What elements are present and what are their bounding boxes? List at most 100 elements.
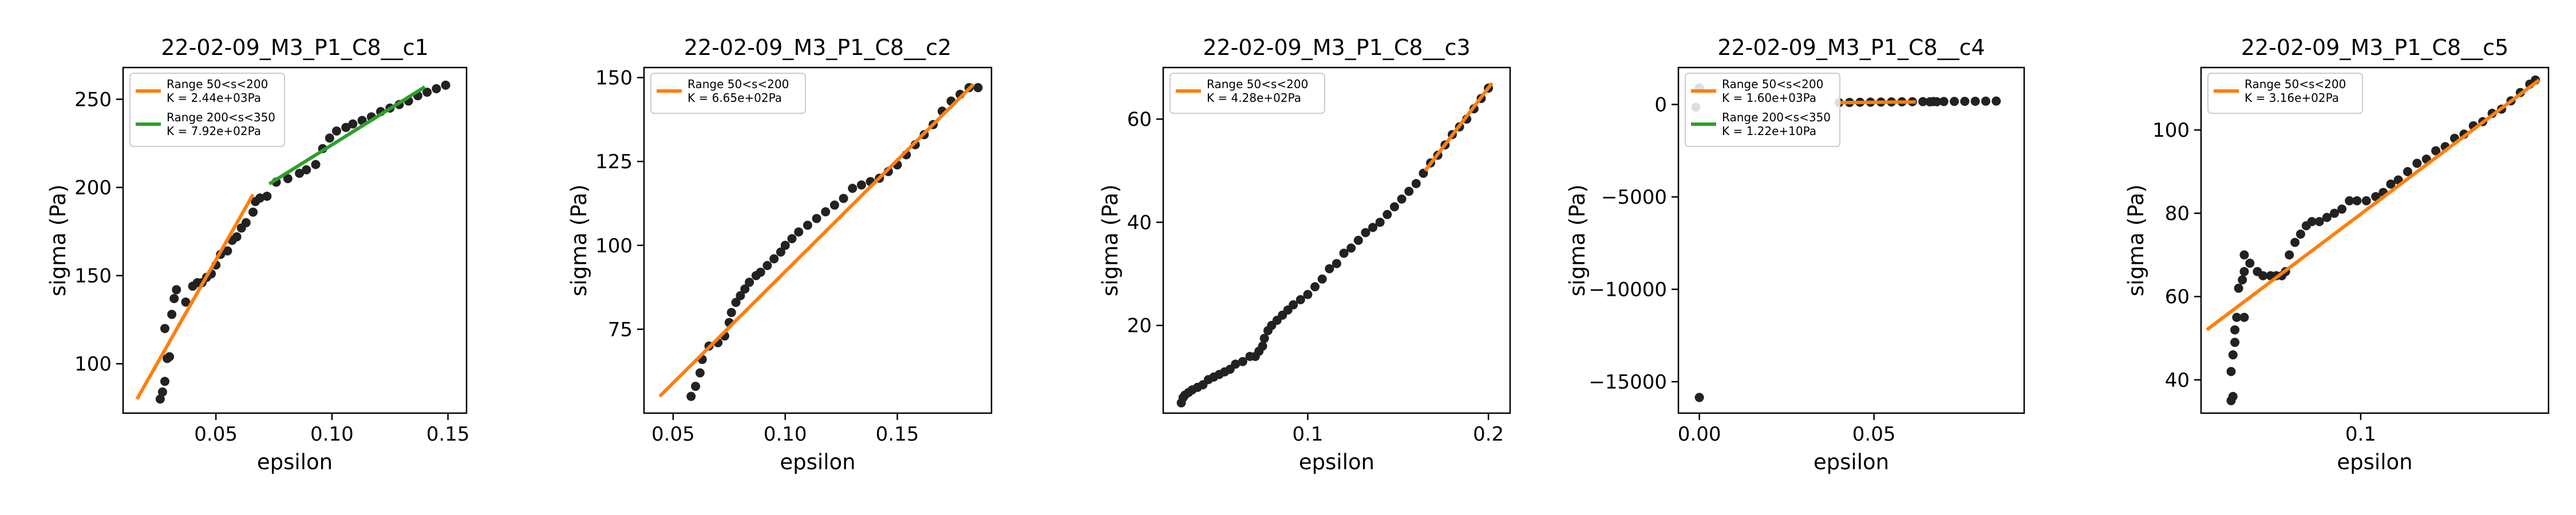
data-point	[1694, 393, 1704, 402]
data-point	[325, 133, 334, 143]
data-point	[1332, 259, 1341, 268]
legend-k-value: K = 1.60e+03Pa	[1722, 91, 1816, 105]
axes-frame	[1162, 66, 1511, 414]
data-point	[2239, 267, 2249, 276]
data-point	[691, 382, 701, 391]
legend-label: Range 50<s<200	[1207, 77, 1308, 91]
data-point	[740, 284, 750, 294]
data-point	[695, 368, 705, 378]
chart-panel-2: 22-02-09_M3_P1_C8__c2 0.05 0.10 0.15 75 100 12…	[567, 35, 993, 474]
legend-box	[129, 73, 285, 147]
data-point	[2361, 196, 2371, 205]
y-axis-label: sigma (Pa)	[2124, 184, 2148, 296]
y-tick-label: 60	[1127, 108, 1152, 131]
legend-label: Range 50<s<200	[688, 77, 789, 91]
y-tick-label: −10000	[1589, 279, 1667, 302]
y-axis-label: sigma (Pa)	[567, 184, 591, 296]
x-axis-label: epsilon	[780, 450, 855, 474]
data-point	[1339, 248, 1349, 258]
data-point	[1960, 97, 1970, 106]
x-tick-label: 0.15	[426, 423, 470, 446]
data-point	[331, 126, 341, 136]
data-point	[1368, 223, 1378, 232]
data-point	[248, 207, 258, 217]
data-point	[157, 387, 167, 397]
axes-frame	[122, 66, 468, 414]
data-point	[1992, 96, 2001, 106]
x-tick-label: 0.15	[876, 423, 919, 446]
data-point	[167, 310, 177, 319]
data-point	[441, 80, 451, 90]
data-point	[172, 285, 181, 295]
data-point	[1346, 243, 1356, 253]
y-tick-label: 40	[2165, 369, 2190, 392]
data-point	[341, 122, 351, 132]
data-point	[2234, 283, 2243, 293]
data-point	[787, 234, 797, 244]
legend-box	[1170, 73, 1325, 114]
data-point	[2258, 271, 2268, 280]
legend-k-value: K = 1.22e+10Pa	[1722, 124, 1816, 138]
legend-k-value: K = 4.28e+02Pa	[1207, 91, 1301, 105]
data-point	[1949, 97, 1959, 106]
legend-label: Range 50<s<200	[1722, 77, 1823, 91]
data-point	[812, 213, 821, 223]
data-point	[1918, 97, 1928, 106]
data-point	[1353, 236, 1363, 245]
data-point	[1317, 274, 1327, 284]
chart-title: 22-02-09_M3_P1_C8__c5	[2241, 35, 2508, 60]
axes-frame	[1677, 66, 2025, 414]
x-tick-label: 0.10	[310, 423, 354, 446]
data-point	[803, 220, 812, 230]
y-tick-label: 100	[74, 353, 112, 376]
legend-label: Range 50<s<200	[2245, 77, 2346, 91]
data-point	[1361, 228, 1370, 237]
legend-k-value: K = 7.92e+02Pa	[167, 124, 261, 138]
data-point	[794, 227, 804, 237]
data-point	[1390, 202, 1399, 212]
x-axis-label: epsilon	[257, 450, 333, 474]
y-tick-label: 100	[2152, 119, 2190, 142]
data-point	[726, 308, 736, 318]
data-point	[1411, 179, 1421, 188]
data-point	[829, 200, 839, 210]
data-point	[2403, 167, 2412, 176]
data-point	[2228, 391, 2238, 401]
y-tick-label: 100	[595, 235, 633, 258]
data-point	[2285, 250, 2294, 260]
x-tick-label: 0.05	[651, 423, 695, 446]
legend-k-value: K = 2.44e+03Pa	[167, 91, 261, 105]
legend-k-value: K = 3.16e+02Pa	[2245, 91, 2339, 105]
data-point	[973, 83, 983, 93]
data-point	[2232, 312, 2242, 322]
chart-title: 22-02-09_M3_P1_C8__c4	[1717, 35, 1985, 60]
data-point	[169, 294, 179, 303]
x-axis-label: epsilon	[1814, 450, 1889, 474]
data-point	[2239, 312, 2249, 322]
legend-label: Range 200<s<350	[167, 110, 275, 124]
chart-title: 22-02-09_M3_P1_C8__c2	[684, 35, 951, 60]
axes-frame	[2200, 66, 2550, 414]
y-axis-label: sigma (Pa)	[1565, 184, 1590, 296]
data-point	[1295, 295, 1305, 304]
x-tick-label: 0.00	[1678, 423, 1721, 446]
data-point	[756, 267, 765, 277]
data-point	[776, 247, 785, 257]
x-tick-label: 0.05	[194, 423, 238, 446]
data-point	[232, 232, 242, 241]
data-point	[241, 218, 251, 228]
data-point	[2239, 250, 2249, 260]
data-point	[2352, 196, 2362, 205]
data-point	[223, 246, 232, 256]
data-point	[2345, 196, 2354, 205]
x-axis-label: epsilon	[2337, 450, 2412, 474]
fit-line-2	[268, 85, 426, 185]
y-tick-label: 20	[1127, 315, 1152, 338]
data-point	[1259, 334, 1269, 343]
y-tick-label: 150	[595, 67, 633, 90]
data-point	[1925, 97, 1935, 106]
y-tick-label: 200	[74, 177, 112, 200]
